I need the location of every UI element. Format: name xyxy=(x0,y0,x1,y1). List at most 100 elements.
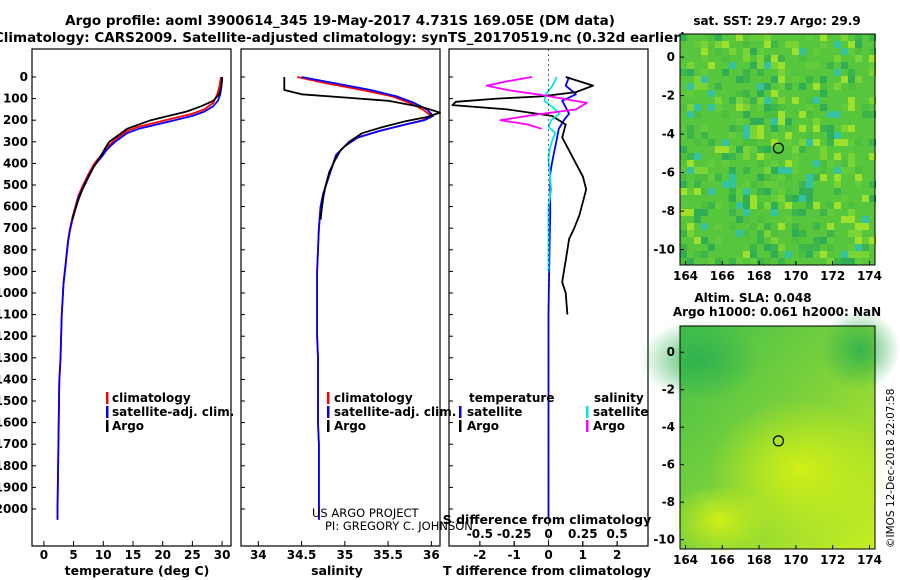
sst-pixel xyxy=(855,48,862,55)
sst-pixel xyxy=(722,111,729,118)
sst-pixel xyxy=(701,48,708,55)
sst-map-title: sat. SST: 29.7 Argo: 29.9 xyxy=(693,14,860,28)
map-x-tick-label: 172 xyxy=(820,269,845,283)
sst-pixel xyxy=(701,90,708,97)
copyright-stamp: ©IMOS 12-Dec-2018 22:07:58 xyxy=(885,389,897,548)
sst-pixel xyxy=(757,90,764,97)
sst-pixel xyxy=(841,76,848,83)
sst-pixel xyxy=(743,153,750,160)
sst-pixel xyxy=(855,237,862,244)
sst-pixel xyxy=(680,104,687,111)
sst-pixel xyxy=(736,202,743,209)
sst-pixel xyxy=(757,160,764,167)
sst-pixel xyxy=(813,174,820,181)
sst-pixel xyxy=(820,209,827,216)
sla-map-x-ticks: 164 166 168 170 172 174 xyxy=(673,545,882,567)
sst-pixel xyxy=(743,181,750,188)
legend-swatch-climatology xyxy=(327,392,330,404)
sst-pixel xyxy=(827,209,834,216)
legend-title-salinity: salinity xyxy=(594,391,644,405)
sst-pixel xyxy=(680,181,687,188)
sst-pixel xyxy=(792,153,799,160)
sst-pixel xyxy=(764,55,771,62)
sst-pixel xyxy=(771,139,778,146)
sst-pixel xyxy=(764,167,771,174)
sst-pixel xyxy=(757,153,764,160)
sst-pixel xyxy=(785,34,792,41)
sst-pixel xyxy=(848,216,855,223)
sst-pixel xyxy=(862,188,869,195)
sst-pixel xyxy=(848,202,855,209)
sst-pixel xyxy=(820,34,827,41)
sst-pixel xyxy=(757,34,764,41)
sst-pixel xyxy=(687,167,694,174)
sla-float-marker xyxy=(772,435,785,447)
map-x-tick-label: 166 xyxy=(710,553,735,567)
sst-pixel xyxy=(743,132,750,139)
sst-pixel xyxy=(771,76,778,83)
sst-pixel xyxy=(764,244,771,251)
sst-pixel xyxy=(834,188,841,195)
legend-title-temperature: temperature xyxy=(469,391,554,405)
sst-pixel xyxy=(708,132,715,139)
sst-pixel xyxy=(834,216,841,223)
sst-pixel xyxy=(743,76,750,83)
sst-pixel xyxy=(848,244,855,251)
sst-pixel xyxy=(785,118,792,125)
sst-pixel xyxy=(813,167,820,174)
x-tick-label: 5 xyxy=(69,548,77,562)
sst-pixel xyxy=(729,202,736,209)
sst-pixel xyxy=(813,202,820,209)
sst-pixel xyxy=(792,223,799,230)
sst-pixel xyxy=(736,125,743,132)
sst-pixel xyxy=(778,202,785,209)
sla-map xyxy=(640,310,900,555)
sst-pixel xyxy=(757,244,764,251)
sst-pixel xyxy=(820,90,827,97)
sst-pixel xyxy=(764,223,771,230)
sst-pixel xyxy=(722,153,729,160)
sst-pixel xyxy=(862,216,869,223)
sst-pixel xyxy=(722,181,729,188)
x-tick-label: 20 xyxy=(154,548,171,562)
sst-pixel xyxy=(848,76,855,83)
sst-pixel xyxy=(813,125,820,132)
sst-pixel xyxy=(771,216,778,223)
series-line-satellite-adj-clim- xyxy=(56,76,223,520)
depth-tick-label: 0 xyxy=(20,70,28,84)
sst-pixel xyxy=(750,251,757,258)
sst-pixel xyxy=(869,34,876,41)
sst-pixel xyxy=(757,55,764,62)
sla-map-title-1: Altim. SLA: 0.048 xyxy=(694,291,811,305)
series-line-satellite-adj-clim- xyxy=(301,76,435,520)
series-line-temperature-satellite xyxy=(547,76,577,518)
sst-pixel xyxy=(855,174,862,181)
sst-pixel xyxy=(736,118,743,125)
sst-pixel xyxy=(764,153,771,160)
sst-pixel xyxy=(708,160,715,167)
sst-pixel xyxy=(694,251,701,258)
sst-pixel xyxy=(729,223,736,230)
map-y-tick-label: -4 xyxy=(662,420,675,434)
sst-pixel xyxy=(743,188,750,195)
x-tick-label: -2 xyxy=(473,548,486,562)
sst-pixel xyxy=(778,118,785,125)
sst-pixel xyxy=(687,209,694,216)
sst-pixel xyxy=(687,153,694,160)
sst-pixel xyxy=(827,230,834,237)
sst-pixel xyxy=(750,139,757,146)
series-line-climatology xyxy=(56,76,222,520)
map-x-tick-label: 170 xyxy=(783,269,808,283)
sst-pixel xyxy=(680,188,687,195)
sst-pixel xyxy=(862,111,869,118)
sst-pixel xyxy=(708,90,715,97)
sst-pixel xyxy=(806,195,813,202)
x-tick-label: 0 xyxy=(40,548,48,562)
sst-pixel xyxy=(771,202,778,209)
legend-label-s-satellite: satellite xyxy=(593,405,648,419)
sst-pixel xyxy=(799,258,806,265)
sst-pixel xyxy=(792,167,799,174)
sst-pixel xyxy=(736,97,743,104)
sst-pixel xyxy=(771,244,778,251)
sst-pixel xyxy=(694,181,701,188)
